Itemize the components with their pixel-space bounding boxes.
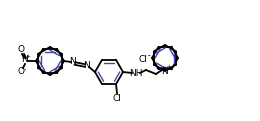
Text: -: -	[148, 52, 150, 60]
Text: N: N	[162, 67, 168, 76]
Text: O: O	[17, 45, 24, 54]
Text: +: +	[25, 54, 31, 59]
Text: Cl: Cl	[113, 94, 121, 103]
Text: O: O	[17, 68, 24, 76]
Text: +: +	[166, 64, 171, 69]
Text: -: -	[24, 66, 26, 72]
Text: N: N	[70, 57, 76, 67]
Text: Cl: Cl	[139, 56, 147, 64]
Text: N: N	[22, 56, 28, 64]
Text: N: N	[84, 61, 90, 71]
Text: NH: NH	[129, 69, 143, 79]
